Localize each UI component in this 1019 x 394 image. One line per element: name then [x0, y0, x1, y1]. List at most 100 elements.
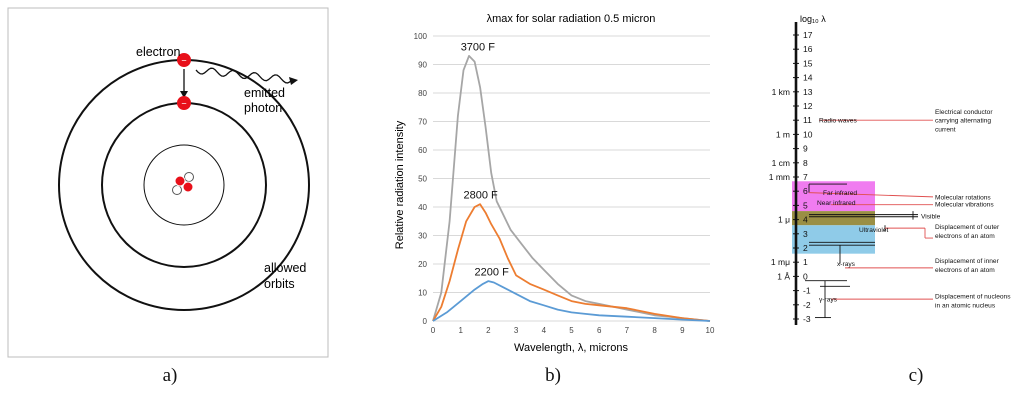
- em-spectrum-panel: 17 16 15 14 13 12 11 10 9 8 7 6 5 4 3 2 1 0 -1 -2 -3 1 km 1 m…: [735, 0, 1019, 389]
- y-tick-label: 30: [418, 232, 427, 241]
- effect-label: Electrical conductor: [935, 109, 993, 116]
- effect-label: electrons of an atom: [935, 267, 995, 274]
- x-tick-label: 6: [597, 326, 602, 335]
- proton: [174, 175, 186, 187]
- scale-tick-label: 0: [803, 271, 808, 281]
- y-tick-label: 10: [418, 289, 427, 298]
- infrared-band: [792, 181, 875, 212]
- x-tick-label: 1: [458, 326, 463, 335]
- photon-wave: [195, 67, 293, 84]
- bohr-atom-diagram: − − electron emitted photon allowed orbi…: [7, 7, 329, 358]
- x-tick-label: 3: [514, 326, 519, 335]
- scale-tick-label: 1: [803, 257, 808, 267]
- scale-tick-label: 8: [803, 158, 808, 168]
- scale-tick-label: 2: [803, 243, 808, 253]
- y-tick-label: 70: [418, 118, 427, 127]
- x-tick-label: 7: [625, 326, 630, 335]
- effect-leaders: [805, 119, 934, 319]
- unit-label: 1 mμ: [771, 257, 790, 267]
- series-line: [432, 280, 711, 322]
- scale-tick-label: 16: [803, 44, 813, 54]
- y-tick-label: 90: [418, 61, 427, 70]
- series-annotation: 3700 F: [461, 41, 496, 53]
- effect-label: electrons of an atom: [935, 233, 995, 240]
- effect-label: carrying alternating: [935, 118, 991, 125]
- unit-label: 1 cm: [772, 158, 790, 168]
- unit-label: 1 mm: [769, 172, 790, 182]
- scale-tick-label: 12: [803, 101, 813, 111]
- ultraviolet-label: Ultraviolet: [859, 227, 888, 234]
- electron-charge: −: [181, 99, 186, 109]
- neutron: [172, 185, 182, 195]
- y-tick-label: 20: [418, 260, 427, 269]
- x-tick-label: 9: [680, 326, 685, 335]
- electron-inner: [177, 96, 191, 110]
- unit-labels: 1 km 1 m 1 cm 1 mm 1 μ 1 mμ 1 Å: [769, 87, 791, 282]
- scale-tick-label: 11: [803, 115, 812, 125]
- x-tick-label: 2: [486, 326, 491, 335]
- series-annotation: 2800 F: [463, 189, 498, 201]
- allowed-label: allowed: [264, 261, 306, 275]
- y-tick-label: 80: [418, 89, 427, 98]
- effect-labels: Electrical conductor carrying alternating…: [935, 109, 1011, 309]
- unit-label: 1 Å: [777, 271, 790, 281]
- blackbody-chart-panel: 0 10 20 30 40 50 60 70 80 90 100 0 1 2 3 4 5 6 7 8 9 10 3700 …: [340, 0, 735, 389]
- photon-label: photon: [244, 101, 282, 115]
- tick-labels: 0 10 20 30 40 50 60 70 80 90 100 0 1 2 3 4 5 6 7 8 9 10: [414, 32, 715, 335]
- y-tick-label: 60: [418, 146, 427, 155]
- effect-label: Displacement of outer: [935, 224, 1000, 231]
- orbits-label: orbits: [264, 277, 295, 291]
- axis-title: log₁₀ λ: [800, 14, 826, 24]
- effect-label: Displacement of inner: [935, 258, 1000, 265]
- x-rays-label: x-rays: [837, 261, 856, 268]
- bohr-atom-panel: − − electron emitted photon allowed orbi…: [0, 0, 340, 389]
- radio-waves-label: Radio waves: [819, 118, 857, 125]
- x-tick-label: 0: [431, 326, 436, 335]
- y-tick-label: 100: [414, 32, 428, 41]
- ultraviolet-band: [792, 225, 875, 254]
- scale-tick-label: 9: [803, 144, 808, 154]
- photon-arrowhead: [289, 77, 298, 85]
- gamma-rays-label: γ-rays: [819, 297, 838, 304]
- y-tick-label: 50: [418, 175, 427, 184]
- series-line: [432, 203, 711, 322]
- scale-tick-label: 15: [803, 58, 813, 68]
- series-line: [432, 55, 711, 322]
- x-tick-label: 4: [542, 326, 547, 335]
- scale-tick-label: 7: [803, 172, 808, 182]
- x-tick-label: 5: [569, 326, 574, 335]
- effect-label: in an atomic nucleus: [935, 302, 996, 309]
- nucleus: [172, 172, 194, 195]
- scale-tick-label: 10: [803, 129, 813, 139]
- diagram-frame: [7, 7, 329, 358]
- grid: [433, 35, 710, 322]
- effect-label: Molecular rotations: [935, 194, 991, 201]
- far-infrared-label: Far infrared: [823, 190, 857, 197]
- arrowhead: [180, 91, 188, 98]
- caption-c: c): [908, 365, 924, 386]
- y-tick-label: 0: [423, 317, 428, 326]
- scale-tick-label: -2: [803, 300, 811, 310]
- series-annotations: 3700 F 2800 F 2200 F: [461, 41, 509, 278]
- effect-label: current: [935, 126, 956, 133]
- neutron: [184, 172, 194, 182]
- scale-tick-label: 5: [803, 200, 808, 210]
- scale-tick-label: -1: [803, 286, 811, 296]
- scale-tick-label: 3: [803, 229, 808, 239]
- y-tick-label: 40: [418, 203, 427, 212]
- scale-tick-label: 4: [803, 215, 808, 225]
- electron-charge: −: [181, 56, 186, 66]
- x-tick-label: 10: [706, 326, 715, 335]
- y-axis-label: Relative radiation intensity: [394, 120, 406, 249]
- blackbody-chart: 0 10 20 30 40 50 60 70 80 90 100 0 1 2 3 4 5 6 7 8 9 10 3700 …: [394, 13, 715, 354]
- visible-label: Visible: [921, 214, 941, 221]
- emitted-label: emitted: [244, 86, 285, 100]
- x-tick-label: 8: [652, 326, 657, 335]
- leader-line: [808, 192, 934, 198]
- effect-label: Molecular vibrations: [935, 201, 994, 208]
- scale-tick-label: 6: [803, 186, 808, 196]
- inner-orbit: [143, 144, 225, 226]
- band-labels: Radio waves Far infrared Near infrared Visi…: [817, 118, 941, 304]
